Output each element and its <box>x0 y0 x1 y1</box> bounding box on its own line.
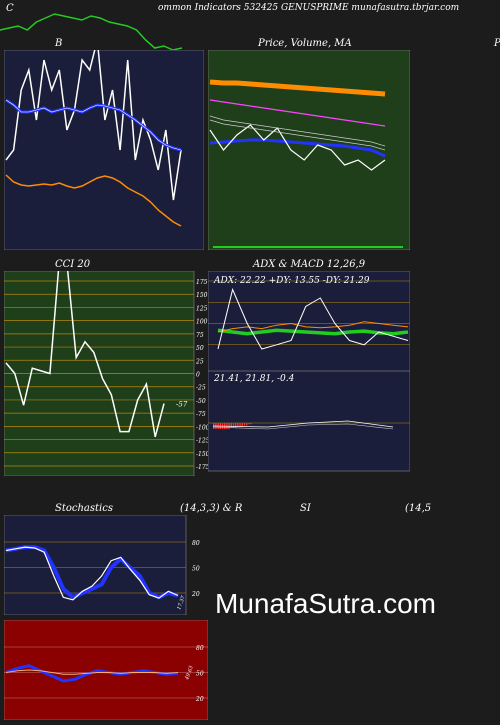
cci-tick-4: 75 <box>196 332 204 339</box>
macd-readout: 21.41, 21.81, -0.4 <box>214 374 295 384</box>
rsi-chart: 80 50 20 49.63 <box>4 620 208 720</box>
bollinger-bg <box>4 50 204 250</box>
macd-bar-9 <box>232 423 235 428</box>
cci-tick-9: -50 <box>196 398 206 405</box>
stoch-line-0 <box>5 545 179 600</box>
macd-bar-16 <box>248 423 250 425</box>
price-ma-envelope-upper <box>209 115 386 147</box>
rsi-last-label: 49.63 <box>184 665 195 681</box>
macd-signal-line <box>212 423 394 430</box>
header-title: ommon Indicators 532425 GENUSPRIME munaf… <box>158 3 460 13</box>
macd-bar-8 <box>230 423 232 428</box>
top-strip-line-0 <box>0 13 183 51</box>
cci-tick-11: -100 <box>196 424 208 431</box>
rsi-title-right: (14,5 <box>405 503 432 514</box>
price-ma-line-1 <box>209 99 386 127</box>
adx-line-2 <box>217 287 409 350</box>
header-left-letter: C <box>6 3 14 14</box>
stoch-last-label: 17.37 <box>176 594 187 610</box>
bollinger-title: B <box>55 38 63 49</box>
adx-title: ADX & MACD 12,26,9 <box>253 259 366 270</box>
bollinger-line-1-core <box>5 99 182 151</box>
top-strip-chart <box>0 13 183 51</box>
cci-tick-2: 125 <box>196 305 208 312</box>
stoch-tick-0: 80 <box>192 540 200 547</box>
macd-bar-13 <box>241 423 243 427</box>
rsi-tick-1: 50 <box>196 671 204 678</box>
macd-line <box>212 420 394 428</box>
adx-bg <box>208 271 410 371</box>
cci-title: CCI 20 <box>55 259 91 270</box>
price-ma-envelope-lower <box>209 119 386 151</box>
adx-readout: ADX: 22.22 +DY: 13.55 -DY: 21.29 <box>214 276 370 286</box>
rsi-line-1 <box>5 669 179 675</box>
cci-tick-12: -125 <box>196 438 208 445</box>
price-ma-line-2 <box>209 138 386 158</box>
macd-bar-11 <box>237 423 239 427</box>
cci-tick-3: 100 <box>196 319 208 326</box>
stoch-title: Stochastics <box>55 503 113 514</box>
price-ma-title: Price, Volume, MA <box>258 38 352 49</box>
cci-tick-6: 25 <box>195 358 204 365</box>
cci-tick-14: -175 <box>196 464 208 471</box>
bollinger-line-2 <box>5 174 182 227</box>
stoch-title-mid: (14,3,3) & R <box>180 503 243 514</box>
macd-bar-15 <box>246 423 248 426</box>
cci-tick-1: 150 <box>196 292 208 299</box>
macd-bar-17 <box>250 423 252 425</box>
stoch-line-1 <box>5 546 179 601</box>
price-ma-line-0 <box>209 79 386 97</box>
stoch-tick-2: 20 <box>191 591 200 598</box>
price-ma-line-3 <box>209 124 386 171</box>
price-ma-bg <box>208 50 410 250</box>
stoch-tick-1: 50 <box>192 566 200 573</box>
stoch-chart: 80 50 20 17.37 <box>4 515 200 615</box>
rsi-title: SI <box>300 503 311 514</box>
price-ma-chart <box>208 50 410 250</box>
cci-tick-7: 0 <box>196 372 200 379</box>
cci-tick-13: -150 <box>196 451 208 458</box>
cci-tick-0: 175 <box>196 279 208 286</box>
cci-tick-8: -25 <box>196 385 206 392</box>
rsi-tick-0: 80 <box>196 645 204 652</box>
cci-chart: 175 150 125 100 75 50 25 0 -25 -50 -75 -100 -125 -150… <box>4 271 208 476</box>
rsi-tick-2: 20 <box>195 696 204 703</box>
bollinger-chart <box>4 50 204 250</box>
stoch-bg <box>4 515 187 615</box>
macd-bar-10 <box>235 423 237 428</box>
cci-tick-5: 50 <box>196 345 204 352</box>
macd-chart <box>208 371 410 472</box>
adx-line-0 <box>217 328 409 336</box>
right-edge-mark: P <box>494 38 500 49</box>
cci-tick-10: -75 <box>196 411 206 418</box>
cci-last-label: -57 <box>176 401 188 409</box>
macd-bar-14 <box>243 423 246 426</box>
macd-bar-12 <box>239 423 241 427</box>
cci-line <box>5 271 165 438</box>
macd-bg <box>208 371 410 472</box>
watermark-text: MunafaSutra.com <box>215 588 436 619</box>
